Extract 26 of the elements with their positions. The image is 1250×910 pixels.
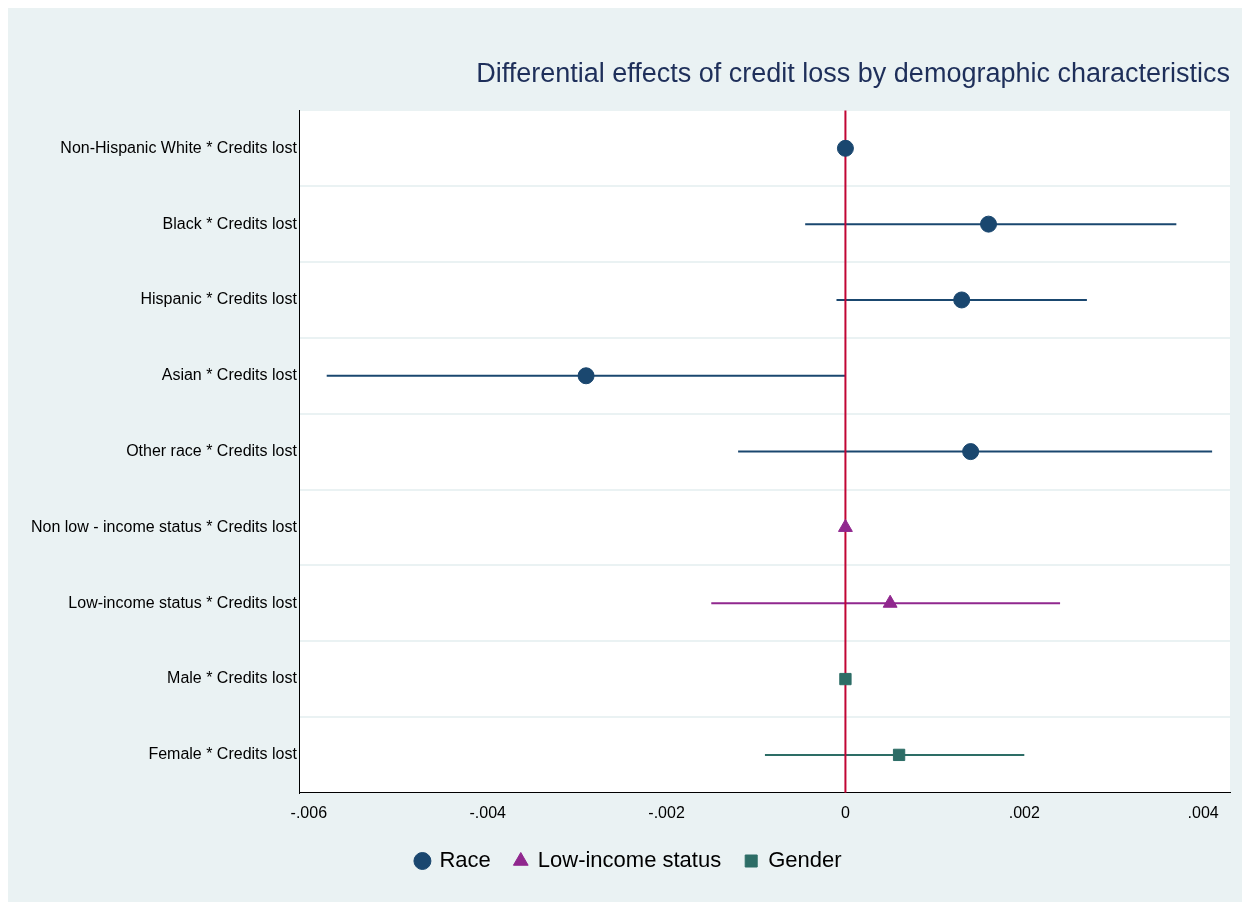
x-tick-label: .002 bbox=[1008, 803, 1040, 821]
point bbox=[892, 748, 906, 762]
point bbox=[962, 443, 980, 461]
y-tick-label: Male * Credits lost bbox=[167, 669, 298, 687]
y-tick-label: Black * Credits lost bbox=[162, 214, 298, 232]
y-tick-label: Female * Credits lost bbox=[148, 745, 298, 763]
x-tick-label: -.002 bbox=[648, 803, 685, 821]
y-tick-label: Hispanic * Credits lost bbox=[140, 290, 298, 308]
y-tick-label: Non low - income status * Credits lost bbox=[31, 517, 298, 535]
x-tick-label: -.004 bbox=[469, 803, 507, 821]
point bbox=[836, 139, 854, 157]
legend-label: Low-income status bbox=[537, 847, 722, 873]
x-tick-label: 0 bbox=[840, 803, 850, 821]
point bbox=[980, 215, 998, 233]
y-tick-label: Low-income status * Credits lost bbox=[68, 593, 298, 611]
chart-title: Differential effects of credit loss by demographic characteristics bbox=[476, 57, 1230, 88]
point bbox=[577, 367, 595, 385]
point bbox=[953, 291, 971, 309]
y-tick-label: Asian * Credits lost bbox=[161, 366, 298, 384]
point bbox=[839, 672, 852, 686]
legend-label: Gender bbox=[768, 847, 842, 873]
y-tick-label: Other race * Credits lost bbox=[126, 442, 298, 460]
x-tick-label: .004 bbox=[1187, 803, 1219, 821]
x-tick-label: -.006 bbox=[290, 803, 328, 821]
legend-label: Race bbox=[439, 847, 491, 873]
y-tick-label: Non-Hispanic White * Credits lost bbox=[60, 138, 298, 156]
